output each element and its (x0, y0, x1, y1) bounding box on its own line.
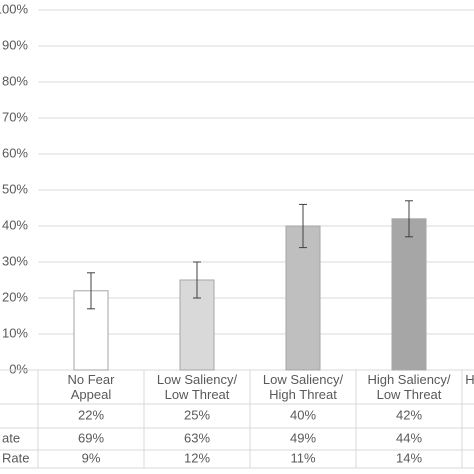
y-tick-label: 20% (2, 289, 28, 304)
table-cell: 25% (184, 407, 210, 422)
x-tick-label: Low Saliency/High Threat (263, 372, 344, 402)
y-tick-label: 10% (2, 325, 28, 340)
y-tick-label: 60% (2, 145, 28, 160)
table-cell: 49% (290, 430, 316, 445)
table-cell: 40% (290, 407, 316, 422)
table-cell: 44% (396, 430, 422, 445)
table-cell: 22% (78, 407, 104, 422)
table-cell: 69% (78, 430, 104, 445)
x-tick-label: H (465, 372, 474, 387)
y-tick-label: 100% (0, 1, 28, 16)
y-tick-label: 70% (2, 109, 28, 124)
table-cell: 11% (290, 450, 315, 465)
table-cell: 63% (184, 430, 210, 445)
x-tick-label: High Saliency/Low Threat (367, 372, 450, 402)
y-tick-label: 80% (2, 73, 28, 88)
y-tick-label: 50% (2, 181, 28, 196)
y-tick-label: 0% (9, 361, 28, 376)
bar (285, 225, 321, 371)
row-label: Rate (2, 450, 29, 465)
y-tick-label: 90% (2, 37, 28, 52)
table-cell: 12% (184, 450, 210, 465)
x-tick-label: No Fear Appeal (68, 372, 116, 402)
bar (391, 218, 427, 371)
row-label: ate (2, 430, 20, 445)
y-tick-label: 40% (2, 217, 28, 232)
y-tick-label: 30% (2, 253, 28, 268)
table-cell: 14% (396, 450, 422, 465)
table-cell: 9% (82, 450, 101, 465)
x-tick-label: Low Saliency/Low Threat (157, 372, 238, 402)
table-cell: 42% (396, 407, 422, 422)
